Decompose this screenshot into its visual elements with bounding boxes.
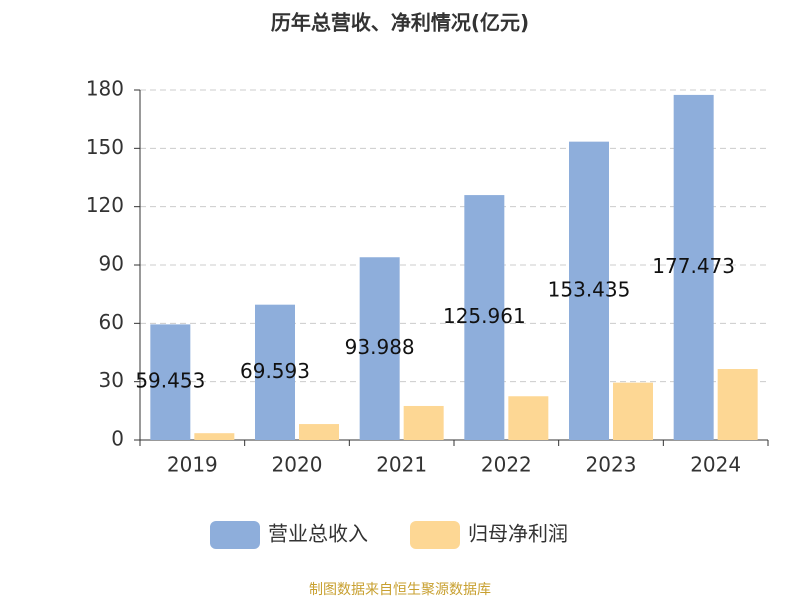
source-note: 制图数据来自恒生聚源数据库 xyxy=(309,582,491,598)
legend-swatch xyxy=(210,521,260,549)
bar xyxy=(299,424,339,440)
y-tick-label: 150 xyxy=(86,135,124,159)
bar xyxy=(194,433,235,440)
y-tick-label: 180 xyxy=(86,77,124,101)
bar xyxy=(255,304,295,440)
chart-title: 历年总营收、净利情况(亿元) xyxy=(271,11,529,35)
bar xyxy=(569,141,609,440)
x-tick-label: 2023 xyxy=(586,453,637,477)
bar xyxy=(403,405,444,440)
y-tick-label: 60 xyxy=(99,310,124,334)
x-tick-label: 2021 xyxy=(376,453,427,477)
data-label: 153.435 xyxy=(548,277,631,301)
data-label: 59.453 xyxy=(135,369,205,393)
x-tick-label: 2019 xyxy=(167,453,218,477)
bar xyxy=(464,195,505,440)
bar xyxy=(359,257,400,440)
x-tick-label: 2022 xyxy=(481,453,532,477)
y-tick-label: 30 xyxy=(99,368,124,392)
bar xyxy=(508,396,549,440)
legend-swatch xyxy=(410,521,460,549)
bar xyxy=(673,94,714,441)
y-tick-label: 0 xyxy=(111,427,124,451)
bar xyxy=(150,324,191,440)
bar xyxy=(717,369,758,440)
y-tick-label: 90 xyxy=(99,252,124,276)
x-tick-label: 2024 xyxy=(690,453,741,477)
data-label: 69.593 xyxy=(240,359,310,383)
data-label: 93.988 xyxy=(345,335,415,359)
legend-label: 归母净利润 xyxy=(468,522,568,546)
bar xyxy=(613,382,653,440)
x-tick-label: 2020 xyxy=(272,453,323,477)
data-label: 177.473 xyxy=(652,254,735,278)
y-tick-label: 120 xyxy=(86,193,124,217)
data-label: 125.961 xyxy=(443,304,526,328)
legend-label: 营业总收入 xyxy=(268,522,368,546)
